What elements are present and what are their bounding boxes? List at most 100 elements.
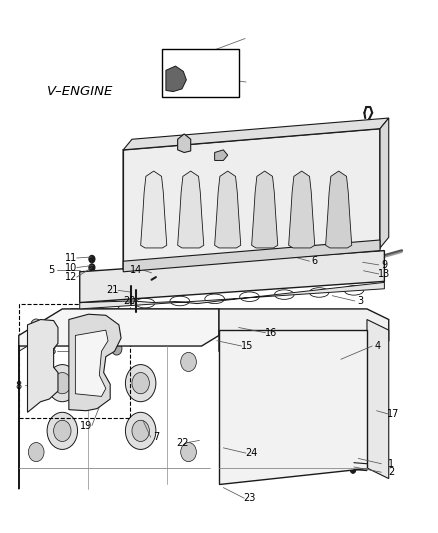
Ellipse shape bbox=[243, 276, 256, 286]
Circle shape bbox=[31, 340, 42, 354]
Ellipse shape bbox=[135, 298, 155, 308]
Ellipse shape bbox=[278, 273, 291, 284]
Ellipse shape bbox=[279, 332, 307, 345]
Ellipse shape bbox=[344, 266, 364, 282]
Text: 16: 16 bbox=[265, 328, 277, 338]
Text: 20: 20 bbox=[124, 296, 136, 306]
Bar bbox=[199, 62, 206, 66]
Circle shape bbox=[47, 365, 78, 402]
Circle shape bbox=[132, 420, 149, 441]
Ellipse shape bbox=[240, 292, 259, 302]
Polygon shape bbox=[80, 282, 385, 309]
Polygon shape bbox=[178, 171, 204, 248]
Text: 12: 12 bbox=[65, 272, 77, 282]
Polygon shape bbox=[166, 66, 186, 92]
Text: 24: 24 bbox=[245, 448, 258, 458]
Circle shape bbox=[89, 264, 95, 271]
Circle shape bbox=[53, 373, 71, 394]
Circle shape bbox=[72, 382, 83, 395]
Circle shape bbox=[125, 365, 156, 402]
Ellipse shape bbox=[208, 278, 221, 288]
Text: 18: 18 bbox=[45, 346, 57, 357]
Ellipse shape bbox=[274, 271, 294, 287]
Ellipse shape bbox=[327, 334, 346, 342]
Ellipse shape bbox=[170, 296, 190, 306]
Polygon shape bbox=[123, 240, 380, 272]
Text: 21: 21 bbox=[106, 285, 119, 295]
Ellipse shape bbox=[235, 332, 264, 345]
Ellipse shape bbox=[347, 269, 360, 280]
Polygon shape bbox=[325, 171, 352, 248]
Polygon shape bbox=[80, 251, 385, 303]
Ellipse shape bbox=[309, 288, 329, 297]
Ellipse shape bbox=[173, 280, 186, 290]
Ellipse shape bbox=[104, 284, 117, 295]
Polygon shape bbox=[123, 118, 389, 150]
Text: 2: 2 bbox=[388, 467, 394, 477]
Ellipse shape bbox=[88, 334, 106, 342]
Ellipse shape bbox=[344, 286, 364, 295]
Circle shape bbox=[350, 467, 356, 473]
Polygon shape bbox=[141, 171, 167, 248]
Polygon shape bbox=[289, 171, 315, 248]
Ellipse shape bbox=[284, 334, 302, 342]
Text: 17: 17 bbox=[387, 409, 399, 419]
Polygon shape bbox=[75, 330, 108, 397]
Ellipse shape bbox=[49, 334, 67, 342]
Circle shape bbox=[181, 442, 196, 462]
Text: 19: 19 bbox=[80, 421, 92, 431]
Text: 11: 11 bbox=[65, 253, 77, 263]
Ellipse shape bbox=[127, 334, 145, 342]
Ellipse shape bbox=[138, 282, 152, 293]
Polygon shape bbox=[28, 319, 58, 413]
Text: 9: 9 bbox=[381, 260, 388, 270]
Text: 15: 15 bbox=[241, 341, 254, 351]
Polygon shape bbox=[123, 128, 380, 269]
Ellipse shape bbox=[322, 332, 351, 345]
Circle shape bbox=[112, 342, 122, 355]
Circle shape bbox=[350, 460, 356, 466]
Text: 10: 10 bbox=[65, 263, 77, 272]
Text: 14: 14 bbox=[130, 265, 142, 274]
Ellipse shape bbox=[167, 334, 184, 342]
Text: 5: 5 bbox=[48, 265, 55, 274]
Bar bbox=[19, 304, 130, 418]
Ellipse shape bbox=[170, 277, 190, 293]
Text: 7: 7 bbox=[153, 432, 159, 442]
Text: V–ENGINE: V–ENGINE bbox=[47, 85, 113, 98]
Text: 4: 4 bbox=[375, 341, 381, 351]
Ellipse shape bbox=[240, 273, 259, 289]
Circle shape bbox=[31, 386, 42, 400]
Circle shape bbox=[125, 413, 156, 449]
FancyBboxPatch shape bbox=[94, 271, 97, 282]
Polygon shape bbox=[380, 118, 389, 248]
Circle shape bbox=[53, 420, 71, 441]
Ellipse shape bbox=[123, 332, 149, 345]
Ellipse shape bbox=[100, 281, 120, 297]
Ellipse shape bbox=[100, 301, 120, 310]
Polygon shape bbox=[367, 319, 389, 479]
Text: 8: 8 bbox=[16, 381, 22, 391]
Bar bbox=[132, 287, 141, 292]
Circle shape bbox=[149, 277, 154, 282]
Polygon shape bbox=[215, 150, 228, 160]
Text: 13: 13 bbox=[378, 269, 391, 279]
Ellipse shape bbox=[240, 334, 258, 342]
Polygon shape bbox=[252, 171, 278, 248]
Text: 1: 1 bbox=[388, 459, 394, 469]
Polygon shape bbox=[219, 330, 367, 484]
Ellipse shape bbox=[309, 269, 329, 285]
Ellipse shape bbox=[205, 275, 225, 291]
Ellipse shape bbox=[45, 332, 71, 345]
Circle shape bbox=[132, 373, 149, 394]
Text: 3: 3 bbox=[357, 296, 364, 306]
Circle shape bbox=[358, 266, 365, 275]
Ellipse shape bbox=[313, 271, 325, 282]
Bar bbox=[162, 49, 239, 97]
Text: 23: 23 bbox=[243, 493, 256, 503]
Polygon shape bbox=[219, 309, 389, 351]
Circle shape bbox=[28, 442, 44, 462]
Circle shape bbox=[181, 352, 196, 372]
Circle shape bbox=[31, 365, 42, 378]
Polygon shape bbox=[215, 171, 241, 248]
